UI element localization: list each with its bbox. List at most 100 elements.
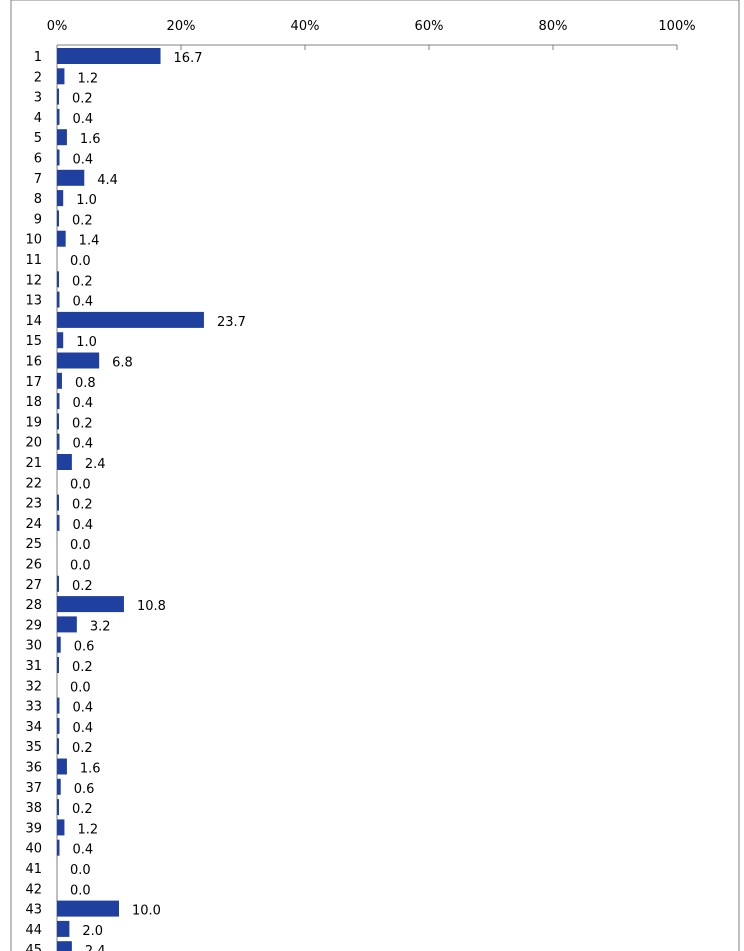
bar [57, 657, 59, 673]
bar [57, 332, 64, 349]
data-label: 23.7 [217, 315, 246, 330]
bar [57, 717, 60, 734]
category-label: 39 [25, 821, 42, 836]
data-label: 2.0 [82, 924, 103, 939]
data-label: 16.7 [174, 51, 203, 66]
category-label: 40 [25, 842, 42, 857]
data-label: 0.0 [70, 254, 91, 269]
category-label: 8 [34, 192, 42, 207]
data-label: 1.2 [77, 822, 98, 837]
x-tick-label: 100% [658, 19, 695, 34]
data-label: 0.4 [72, 843, 93, 858]
x-tick-label: 60% [415, 19, 444, 34]
category-label: 1 [34, 50, 42, 65]
data-label: 0.0 [70, 559, 91, 574]
category-label: 16 [25, 355, 42, 370]
bar [57, 778, 61, 795]
data-label: 0.0 [70, 538, 91, 553]
bar [57, 616, 77, 633]
bar [57, 291, 60, 308]
data-label: 1.6 [80, 132, 101, 147]
data-label: 2.4 [85, 944, 106, 951]
category-label: 17 [25, 375, 42, 390]
data-label: 0.2 [72, 213, 93, 228]
bar [57, 230, 66, 247]
data-label: 10.8 [137, 599, 166, 614]
bar [57, 129, 67, 146]
category-label: 19 [25, 415, 42, 430]
category-label: 28 [25, 598, 42, 613]
data-label: 0.4 [72, 721, 93, 736]
bar [57, 413, 59, 430]
chart-frame [10, 0, 740, 951]
bars [57, 48, 204, 951]
data-label: 1.0 [76, 335, 97, 350]
bar [57, 758, 67, 775]
data-label: 0.4 [72, 396, 93, 411]
bar [57, 819, 65, 836]
category-label: 23 [25, 497, 42, 512]
category-label: 41 [25, 862, 42, 877]
bar [57, 48, 161, 64]
data-label: 0.4 [72, 437, 93, 452]
bar [57, 149, 60, 166]
bar [57, 697, 60, 714]
category-label: 33 [25, 700, 42, 715]
data-label: 0.4 [72, 518, 93, 533]
category-label: 35 [25, 740, 42, 755]
category-label: 29 [25, 618, 42, 633]
bar [57, 88, 59, 105]
x-tick-label: 0% [47, 19, 68, 34]
category-label: 14 [25, 314, 42, 329]
category-label: 32 [25, 679, 42, 694]
category-label: 21 [25, 456, 42, 471]
bar [57, 799, 59, 816]
data-label: 0.0 [70, 883, 91, 898]
bar [57, 169, 85, 186]
bar [57, 920, 70, 937]
category-label: 34 [25, 720, 42, 735]
data-label: 6.8 [112, 356, 133, 371]
bar [57, 433, 60, 450]
data-label: 1.0 [76, 193, 97, 208]
category-label: 5 [34, 131, 42, 146]
data-label: 0.2 [72, 92, 93, 107]
data-label: 0.2 [72, 660, 93, 675]
bar [57, 494, 59, 511]
data-label: 0.8 [75, 376, 96, 391]
category-label: 15 [25, 334, 42, 349]
data-label: 0.6 [74, 782, 95, 797]
category-label: 37 [25, 781, 42, 796]
bar [57, 596, 124, 613]
category-label: 12 [25, 273, 42, 288]
bar [57, 372, 62, 389]
bar [57, 575, 59, 592]
category-label: 26 [25, 558, 42, 573]
category-label: 42 [25, 882, 42, 897]
bar [57, 108, 60, 125]
category-label: 2 [34, 70, 42, 85]
bar [57, 454, 72, 470]
data-label: 0.4 [72, 112, 93, 127]
data-label: 3.2 [90, 619, 111, 634]
category-label: 4 [34, 111, 42, 126]
category-label: 10 [25, 233, 42, 248]
bar [57, 514, 60, 531]
category-label: 13 [25, 294, 42, 309]
data-label: 0.2 [72, 741, 93, 756]
category-label: 45 [25, 943, 42, 951]
data-label: 2.4 [85, 457, 106, 472]
bar [57, 190, 64, 207]
data-label: 0.2 [72, 274, 93, 289]
data-label: 0.0 [70, 680, 91, 695]
data-label: 0.2 [72, 802, 93, 817]
category-label: 44 [25, 923, 42, 938]
data-label: 0.2 [72, 416, 93, 431]
category-label: 30 [25, 639, 42, 654]
data-label: 0.2 [72, 579, 93, 594]
bar [57, 636, 61, 653]
data-label: 0.0 [70, 863, 91, 878]
x-axis: 0% 20% 40% 60% 80% 100% [47, 19, 696, 951]
category-label: 24 [25, 517, 42, 532]
